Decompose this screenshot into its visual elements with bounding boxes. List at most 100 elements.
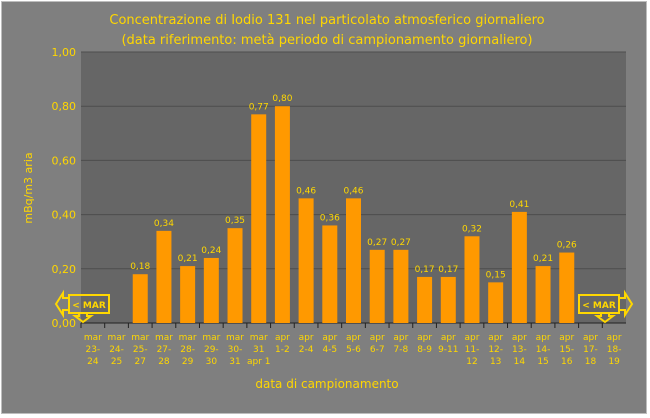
x-tick-label: mar <box>202 333 220 343</box>
x-tick-label: 13 <box>490 357 501 367</box>
y-tick-label: 0,40 <box>52 209 77 222</box>
x-tick-label: apr <box>512 333 527 343</box>
x-tick-label: 24- <box>109 345 124 355</box>
x-tick-label: apr <box>346 333 361 343</box>
x-tick-label: apr <box>417 333 432 343</box>
chart-subtitle: (data riferimento: metà periodo di campi… <box>121 33 533 48</box>
x-tick-label: apr <box>299 333 314 343</box>
x-tick-label: 7-8 <box>394 345 409 355</box>
x-tick-label: apr <box>559 333 574 343</box>
x-tick-label: 25 <box>111 357 122 367</box>
x-tick-label: 13- <box>512 345 527 355</box>
x-tick-label: 14 <box>514 357 526 367</box>
bar <box>393 249 409 323</box>
annotation-label: < MAR <box>72 301 106 311</box>
x-tick-label: mar <box>250 333 268 343</box>
data-label: 0,80 <box>272 94 292 104</box>
bar <box>274 106 290 323</box>
data-label: 0,34 <box>154 219 174 229</box>
x-tick-label: 27 <box>135 357 146 367</box>
bar <box>298 198 314 323</box>
x-tick-label: 2-4 <box>299 345 314 355</box>
arrow-right-icon <box>619 289 634 319</box>
x-tick-label: apr <box>607 333 622 343</box>
x-tick-label: 18 <box>585 357 597 367</box>
data-label: 0,17 <box>438 265 458 275</box>
x-tick-label: mar <box>131 333 149 343</box>
y-tick-label: 0,00 <box>52 317 77 330</box>
x-tick-label: 6-7 <box>370 345 385 355</box>
x-tick-label: 24 <box>87 357 99 367</box>
arrow-down-icon <box>594 313 616 324</box>
x-tick-label: apr <box>370 333 385 343</box>
x-tick-label: 31 <box>253 345 264 355</box>
bar <box>369 249 385 323</box>
x-tick-label: mar <box>179 333 197 343</box>
data-label: 0,46 <box>343 186 363 196</box>
data-label: 0,27 <box>367 238 387 248</box>
x-tick-label: 16 <box>561 357 573 367</box>
data-label: 0,35 <box>225 216 245 226</box>
x-tick-label: 8-9 <box>417 345 432 355</box>
x-tick-label: 30- <box>228 345 243 355</box>
x-tick-label: 29 <box>182 357 194 367</box>
data-label: 0,24 <box>201 246 221 256</box>
data-label: 0,46 <box>296 186 316 196</box>
bar <box>559 252 575 323</box>
data-label: 0,77 <box>249 102 269 112</box>
x-tick-label: 29- <box>204 345 219 355</box>
data-label: 0,27 <box>391 238 411 248</box>
x-tick-label: 28 <box>158 357 170 367</box>
x-tick-label: apr <box>488 333 503 343</box>
data-label: 0,15 <box>486 270 506 280</box>
arrow-left-icon <box>54 289 69 319</box>
x-tick-label: 15 <box>537 357 548 367</box>
x-axis-title: data di campionamento <box>255 377 398 391</box>
x-tick-label: 14- <box>536 345 551 355</box>
y-tick-label: 0,20 <box>52 263 77 276</box>
x-tick-label: 12 <box>466 357 477 367</box>
x-tick-label: apr <box>393 333 408 343</box>
data-label: 0,17 <box>415 265 435 275</box>
x-tick-label: 17- <box>583 345 598 355</box>
chart-title: Concentrazione di Iodio 131 nel particol… <box>109 13 545 28</box>
x-tick-label: apr <box>441 333 456 343</box>
x-tick-label: apr <box>583 333 598 343</box>
x-tick-label: mar <box>226 333 244 343</box>
bar <box>251 114 267 323</box>
data-label: 0,21 <box>533 254 553 264</box>
bar <box>464 236 480 323</box>
x-tick-label: 4-5 <box>322 345 337 355</box>
annotation-box <box>68 294 110 314</box>
bar <box>511 211 527 323</box>
bar <box>535 266 551 323</box>
data-label: 0,21 <box>178 254 198 264</box>
annotation-label: < MAR <box>582 301 616 311</box>
x-tick-label: mar <box>108 333 126 343</box>
x-tick-label: 31 <box>229 357 240 367</box>
x-tick-label: mar <box>155 333 173 343</box>
bar <box>440 276 456 323</box>
x-tick-label: apr <box>322 333 337 343</box>
data-label: 0,26 <box>557 241 577 251</box>
x-tick-label: apr <box>536 333 551 343</box>
y-tick-label: 0,80 <box>52 100 77 113</box>
annotation-box <box>578 294 620 314</box>
bar <box>322 225 338 323</box>
x-tick-label: 27- <box>157 345 172 355</box>
x-tick-label: 19 <box>608 357 620 367</box>
x-tick-label: 12- <box>488 345 503 355</box>
x-tick-label: 11- <box>465 345 480 355</box>
data-label: 0,32 <box>462 224 482 234</box>
bar <box>417 276 433 323</box>
x-tick-label: 9-11 <box>438 345 458 355</box>
x-tick-label: 5-6 <box>346 345 361 355</box>
bar <box>346 198 361 323</box>
bar <box>488 282 504 323</box>
x-tick-label: 30 <box>206 357 218 367</box>
bar <box>203 257 219 323</box>
data-label: 0,41 <box>509 200 529 210</box>
arrow-down-icon <box>72 313 94 324</box>
bar <box>227 228 243 323</box>
